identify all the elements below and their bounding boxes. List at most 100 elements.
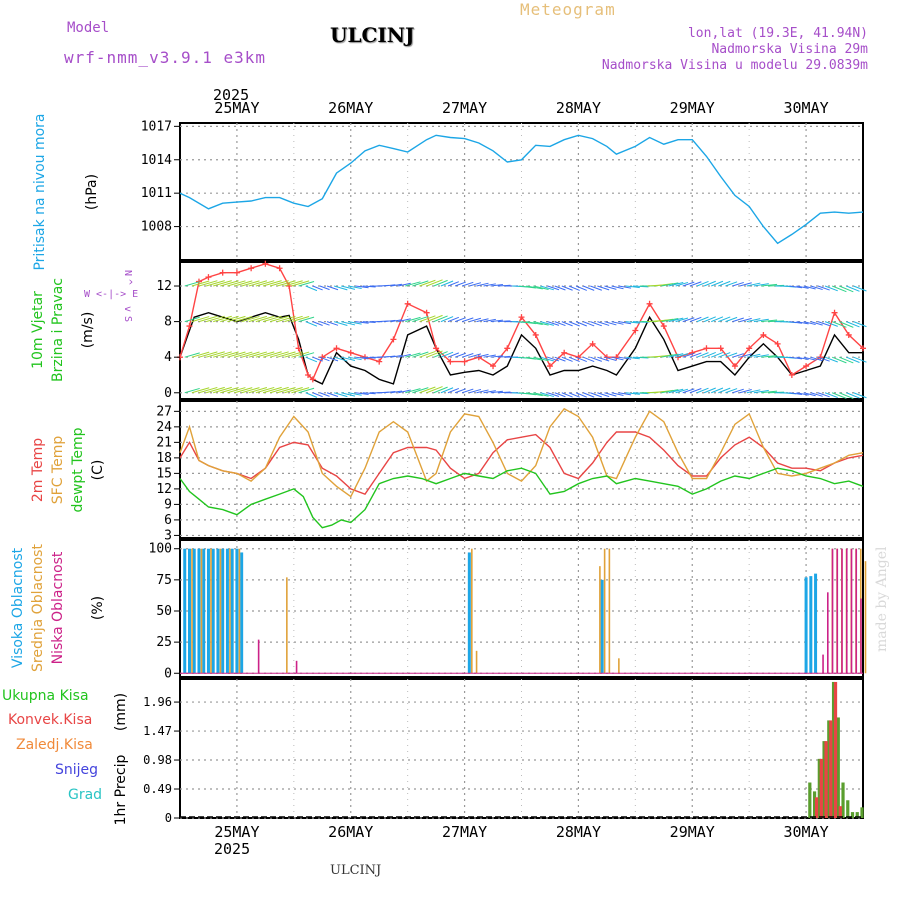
gust-point bbox=[589, 340, 596, 347]
gust-point bbox=[860, 345, 866, 352]
wind-arrow bbox=[255, 386, 275, 394]
y-tick-label: 6 bbox=[164, 513, 172, 528]
wind-label: 10m Vjetar bbox=[30, 291, 46, 369]
wind-arrow bbox=[675, 353, 689, 358]
wind-arrow bbox=[319, 285, 330, 291]
wind-arrow bbox=[575, 321, 587, 327]
wind-arrow bbox=[362, 321, 376, 324]
gust-point bbox=[309, 376, 316, 383]
temperature-panel-frame bbox=[179, 400, 864, 539]
wind-arrow bbox=[213, 280, 232, 287]
wind-arrow bbox=[234, 280, 253, 287]
wind-arrow bbox=[483, 318, 496, 323]
wind-arrow bbox=[497, 391, 511, 394]
wind-arrow bbox=[454, 388, 466, 394]
wind-arrow bbox=[383, 355, 396, 358]
temperature-series-temp2m-line bbox=[179, 431, 864, 495]
wind-arrow bbox=[277, 386, 296, 394]
wind-arrow bbox=[305, 321, 318, 327]
pressure-panel-frame bbox=[179, 122, 864, 261]
wind-arrow bbox=[597, 356, 610, 362]
bottom-day-label: 27MAY bbox=[442, 823, 487, 841]
wind-arrow bbox=[269, 351, 289, 358]
wind-arrow bbox=[817, 321, 830, 327]
precip-panel-frame bbox=[179, 678, 864, 819]
wind-arrow bbox=[568, 392, 580, 398]
wind-arrow bbox=[390, 319, 403, 323]
clouds-bar-high_cloud bbox=[183, 548, 187, 674]
wind-arrow bbox=[419, 350, 436, 358]
gust-point bbox=[660, 323, 667, 330]
wind-arrow bbox=[419, 279, 436, 287]
wind-arrow bbox=[689, 281, 702, 287]
wind-arrow bbox=[255, 280, 275, 287]
wind-arrow bbox=[476, 318, 489, 323]
y-tick-label: 1014 bbox=[141, 153, 172, 168]
wind-arrow bbox=[241, 387, 260, 394]
wind-arrow bbox=[191, 351, 210, 358]
wind-arrow bbox=[426, 350, 443, 358]
clouds-bar-mid_cloud bbox=[864, 561, 867, 674]
clouds-bar-high_cloud bbox=[206, 548, 210, 674]
wind-arrow bbox=[604, 285, 617, 290]
legend-total-rain: Ukupna Kisa bbox=[2, 688, 89, 704]
wind-arrow bbox=[398, 353, 411, 358]
top-day-label: 25MAY bbox=[214, 99, 259, 117]
wind-arrow bbox=[348, 321, 362, 325]
wind-arrow bbox=[490, 319, 503, 323]
gust-point bbox=[295, 345, 302, 352]
y-tick-label: 24 bbox=[156, 420, 172, 435]
wind-arrow bbox=[291, 280, 310, 287]
temp-unit: (C) bbox=[90, 460, 106, 481]
wind-arrow bbox=[824, 392, 838, 399]
wind-arrow bbox=[846, 392, 860, 399]
wind-arrow bbox=[497, 320, 511, 323]
wind-arrow bbox=[846, 321, 860, 328]
wind-arrow bbox=[675, 281, 689, 287]
precip-unit: (mm) bbox=[113, 693, 129, 731]
wind-arrow bbox=[341, 285, 356, 290]
clouds-bar-low_cloud bbox=[822, 654, 824, 674]
wind-arrow bbox=[433, 315, 448, 323]
wind-arrow bbox=[255, 315, 275, 323]
wind-arrow bbox=[469, 388, 482, 394]
wind-arrow bbox=[319, 392, 330, 397]
wind-arrow bbox=[611, 392, 624, 396]
wind-arrow bbox=[469, 282, 482, 287]
top-day-labels: 25MAY 26MAY 27MAY 28MAY 29MAY 30MAY bbox=[214, 99, 828, 117]
wind-arrow bbox=[334, 356, 348, 362]
wind-arrow bbox=[412, 280, 429, 287]
clouds-bar-low_cloud bbox=[850, 548, 853, 674]
wind-arrow bbox=[796, 321, 809, 325]
wind-arrow bbox=[703, 316, 716, 323]
gust-point bbox=[248, 265, 255, 272]
cloud-unit: (%) bbox=[90, 596, 106, 620]
wind-arrow bbox=[497, 284, 511, 287]
wind-arrow bbox=[611, 321, 624, 325]
wind-arrow bbox=[796, 356, 809, 360]
wind-arrow bbox=[582, 356, 595, 362]
wind-arrow bbox=[661, 317, 679, 323]
gust-point bbox=[390, 336, 397, 343]
gust-point bbox=[205, 274, 212, 281]
gust-point bbox=[774, 340, 781, 347]
wind-arrow bbox=[703, 280, 716, 287]
wind-arrow bbox=[682, 317, 695, 323]
bottom-year-label: 2025 bbox=[214, 840, 250, 858]
wind-arrow bbox=[398, 282, 411, 287]
wind-arrow bbox=[469, 317, 482, 323]
model-label: Model bbox=[67, 20, 110, 36]
clouds-bar-low_cloud bbox=[257, 639, 260, 674]
wind-arrow bbox=[305, 356, 318, 363]
wind-arrow bbox=[213, 315, 232, 323]
wind-arrow bbox=[497, 355, 511, 358]
wind-arrow bbox=[540, 321, 554, 326]
bottom-day-label: 28MAY bbox=[556, 823, 601, 841]
tick-labels: 1008101110141017048123691215182124270255… bbox=[141, 119, 180, 825]
precipitation-bar-conv_precip bbox=[824, 741, 828, 818]
wind-arrow bbox=[447, 281, 460, 287]
wind-arrow bbox=[476, 353, 489, 358]
precip-label: 1hr Precip bbox=[113, 755, 129, 826]
y-tick-label: 12 bbox=[156, 482, 172, 497]
wind-arrow bbox=[590, 285, 602, 291]
